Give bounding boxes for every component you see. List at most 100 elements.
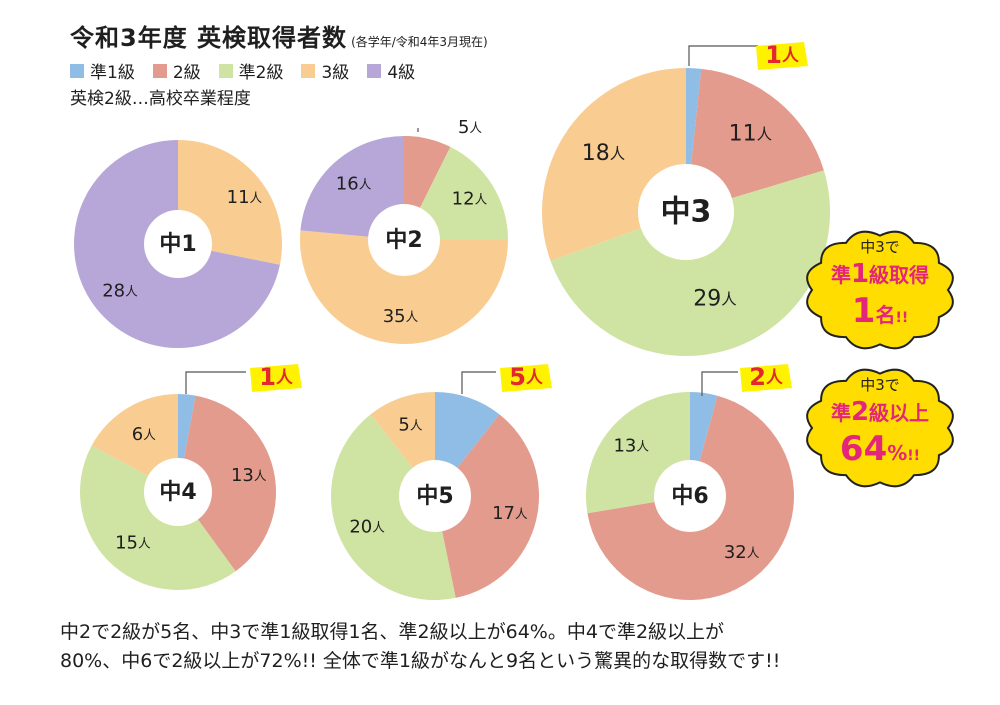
- value-unit: 人: [359, 176, 372, 191]
- legend-swatch: [70, 63, 84, 78]
- slice-value-label-highlight: 5人: [509, 363, 543, 391]
- grade-label: 中2: [385, 228, 422, 253]
- slice-value-label: 32人: [724, 542, 760, 563]
- legend: 準1級 2級 準2級 3級 4級: [70, 58, 415, 83]
- grade-label: 中5: [416, 484, 453, 509]
- slice-value-label: 13人: [613, 435, 649, 456]
- slice-value-label: 5人: [398, 414, 422, 435]
- pie-slice: [331, 414, 456, 600]
- slice-value-label: 13人: [231, 465, 267, 486]
- donut-hole: [144, 458, 212, 526]
- donut-hole: [368, 204, 440, 276]
- value-unit: 人: [475, 191, 488, 206]
- callout-burst-1: 中3で準1級取得1名!!: [806, 230, 954, 350]
- leader-line: [185, 371, 246, 394]
- callout-line-3: 1名!!: [852, 291, 908, 331]
- legend-swatch: [367, 63, 382, 78]
- value-unit: 人: [515, 505, 528, 520]
- callout-line-2: 準1級取得: [831, 259, 929, 289]
- slice-value-label: 29人: [693, 286, 736, 311]
- value-number: 16: [336, 174, 359, 195]
- burst-shape: [806, 368, 954, 488]
- legend-label: 2級: [172, 63, 201, 83]
- legend-label: 4級: [387, 63, 416, 83]
- legend-item: 4級: [367, 58, 415, 83]
- value-number: 28: [102, 280, 125, 301]
- slice-value-label-highlight: 2人: [749, 363, 783, 391]
- value-unit: 人: [766, 367, 783, 387]
- leader-line: [701, 371, 738, 396]
- value-number: 1: [765, 41, 782, 69]
- slice-value-label: 15人: [115, 533, 151, 554]
- slice-value-label: 28人: [102, 280, 138, 301]
- value-number: 15: [115, 533, 138, 554]
- callout-line-3: 64%!!: [840, 429, 920, 469]
- slice-value-label: 35人: [383, 306, 419, 327]
- pie-slice: [550, 170, 831, 356]
- donut-hole: [638, 164, 734, 260]
- callout-exclaim: !!: [895, 310, 908, 326]
- value-number: 17: [492, 503, 515, 524]
- callout-unit: %: [887, 441, 907, 465]
- callout-text: 級取得: [869, 263, 929, 287]
- pie-slice: [686, 68, 824, 212]
- callout-number: 2: [851, 397, 869, 427]
- legend-label: 準1級: [90, 63, 135, 83]
- value-number: 5: [509, 363, 526, 391]
- value-unit: 人: [782, 45, 799, 65]
- slice-value-label: 11人: [729, 121, 772, 146]
- chart-title: 令和3年度 英検取得者数 (各学年/令和4年3月現在): [70, 18, 488, 53]
- burst-shape: [806, 230, 954, 350]
- slice-value-label: 18人: [582, 141, 625, 166]
- leader-line: [461, 371, 496, 394]
- value-unit: 人: [636, 438, 649, 453]
- value-unit: 人: [406, 308, 419, 323]
- donut-hole: [144, 210, 212, 278]
- grade-label: 中1: [159, 232, 196, 257]
- highlight-marker: [740, 364, 792, 392]
- value-number: 5: [458, 117, 469, 138]
- callout-unit: 名: [875, 303, 895, 327]
- pie-slice: [435, 414, 539, 598]
- callout-big-number: 1: [852, 291, 876, 331]
- donut-hole: [399, 460, 471, 532]
- legend-swatch: [301, 63, 316, 78]
- value-unit: 人: [410, 417, 423, 432]
- value-unit: 人: [526, 367, 543, 387]
- legend-item: 3級: [301, 58, 349, 83]
- value-number: 5: [398, 414, 409, 435]
- slice-value-label: 16人: [336, 174, 372, 195]
- summary-line-1: 中2で2級が5名、中3で準1級取得1名、準2級以上が64%。中4で準2級以上が: [60, 621, 725, 643]
- highlight-marker: [250, 364, 302, 392]
- slice-value-label: 20人: [349, 517, 385, 538]
- grade-note: 英検2級…高校卒業程度: [70, 89, 251, 109]
- highlight-marker: [500, 364, 552, 392]
- grade-label: 中4: [159, 480, 196, 505]
- slice-value-label: 12人: [452, 188, 488, 209]
- value-number: 32: [724, 542, 747, 563]
- value-unit: 人: [125, 283, 138, 298]
- pie-slice: [300, 230, 508, 344]
- value-unit: 人: [250, 189, 263, 204]
- leader-line: [688, 45, 758, 66]
- value-unit: 人: [610, 145, 625, 163]
- value-number: 1: [259, 363, 276, 391]
- legend-label: 3級: [321, 63, 350, 83]
- callout-line-1: 中3で: [860, 238, 900, 256]
- callout-exclaim: !!: [907, 448, 920, 464]
- callout-line-2: 準2級以上: [831, 397, 929, 427]
- pie-slice: [178, 395, 276, 572]
- value-number: 13: [231, 465, 254, 486]
- legend-item: 2級: [152, 58, 201, 83]
- slice-value-label: 5人: [458, 117, 482, 138]
- callout-text: 準: [831, 263, 851, 287]
- highlight-marker: [756, 42, 808, 70]
- callout-big-number: 64: [840, 429, 887, 469]
- value-unit: 人: [143, 426, 156, 441]
- value-number: 11: [729, 121, 757, 146]
